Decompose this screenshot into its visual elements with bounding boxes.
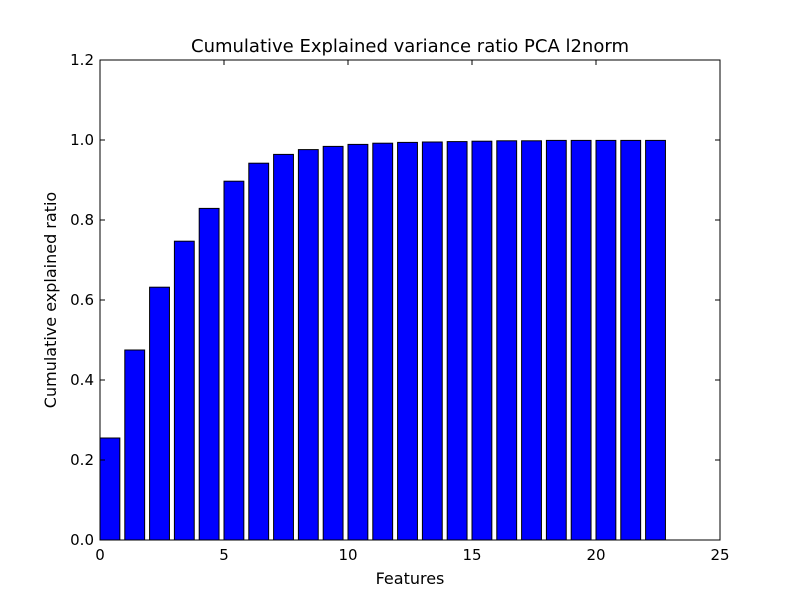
bar-7 (273, 153, 294, 541)
ticks-group: 0 5 10 15 20 25 0.0 0.2 0.4 0.6 0.8 1.0 1.2 (70, 51, 729, 564)
bar-2 (149, 286, 170, 541)
bar-12 (397, 141, 418, 541)
x-tick-label: 0 (95, 546, 105, 564)
x-tick-label: 10 (338, 546, 357, 564)
bars-group (99, 139, 666, 541)
bar-18 (545, 139, 567, 541)
y-tick-label: 0.2 (70, 451, 94, 469)
bar-1 (124, 349, 146, 541)
bar-11 (372, 142, 394, 541)
bar-9 (322, 145, 344, 541)
bar-3 (173, 240, 195, 541)
bar-15 (471, 140, 493, 541)
chart-title: Cumulative Explained variance ratio PCA … (191, 36, 629, 57)
y-axis-label: Cumulative explained ratio (41, 192, 60, 408)
bar-22 (645, 139, 666, 541)
bar-14 (446, 141, 468, 541)
y-tick-label: 0.0 (70, 531, 94, 549)
y-tick-label: 0.6 (70, 291, 94, 309)
y-tick-label: 0.8 (70, 211, 94, 229)
bar-8 (297, 149, 319, 541)
bar-5 (223, 180, 245, 541)
x-tick-label: 5 (219, 546, 229, 564)
x-tick-label: 25 (710, 546, 729, 564)
x-tick-label: 15 (462, 546, 481, 564)
bar-19 (570, 139, 592, 541)
bar-16 (496, 140, 518, 541)
y-tick-label: 1.2 (70, 51, 94, 69)
bar-4 (198, 207, 220, 541)
bar-13 (421, 141, 443, 541)
y-tick-label: 0.4 (70, 371, 94, 389)
bar-6 (248, 162, 270, 541)
x-axis-label: Features (376, 569, 445, 588)
bar-0 (99, 437, 121, 541)
y-tick-label: 1.0 (70, 131, 94, 149)
x-tick-label: 20 (586, 546, 605, 564)
bar-20 (595, 139, 617, 541)
bar-21 (620, 139, 642, 541)
bar-10 (347, 143, 369, 541)
bar-17 (521, 140, 542, 541)
